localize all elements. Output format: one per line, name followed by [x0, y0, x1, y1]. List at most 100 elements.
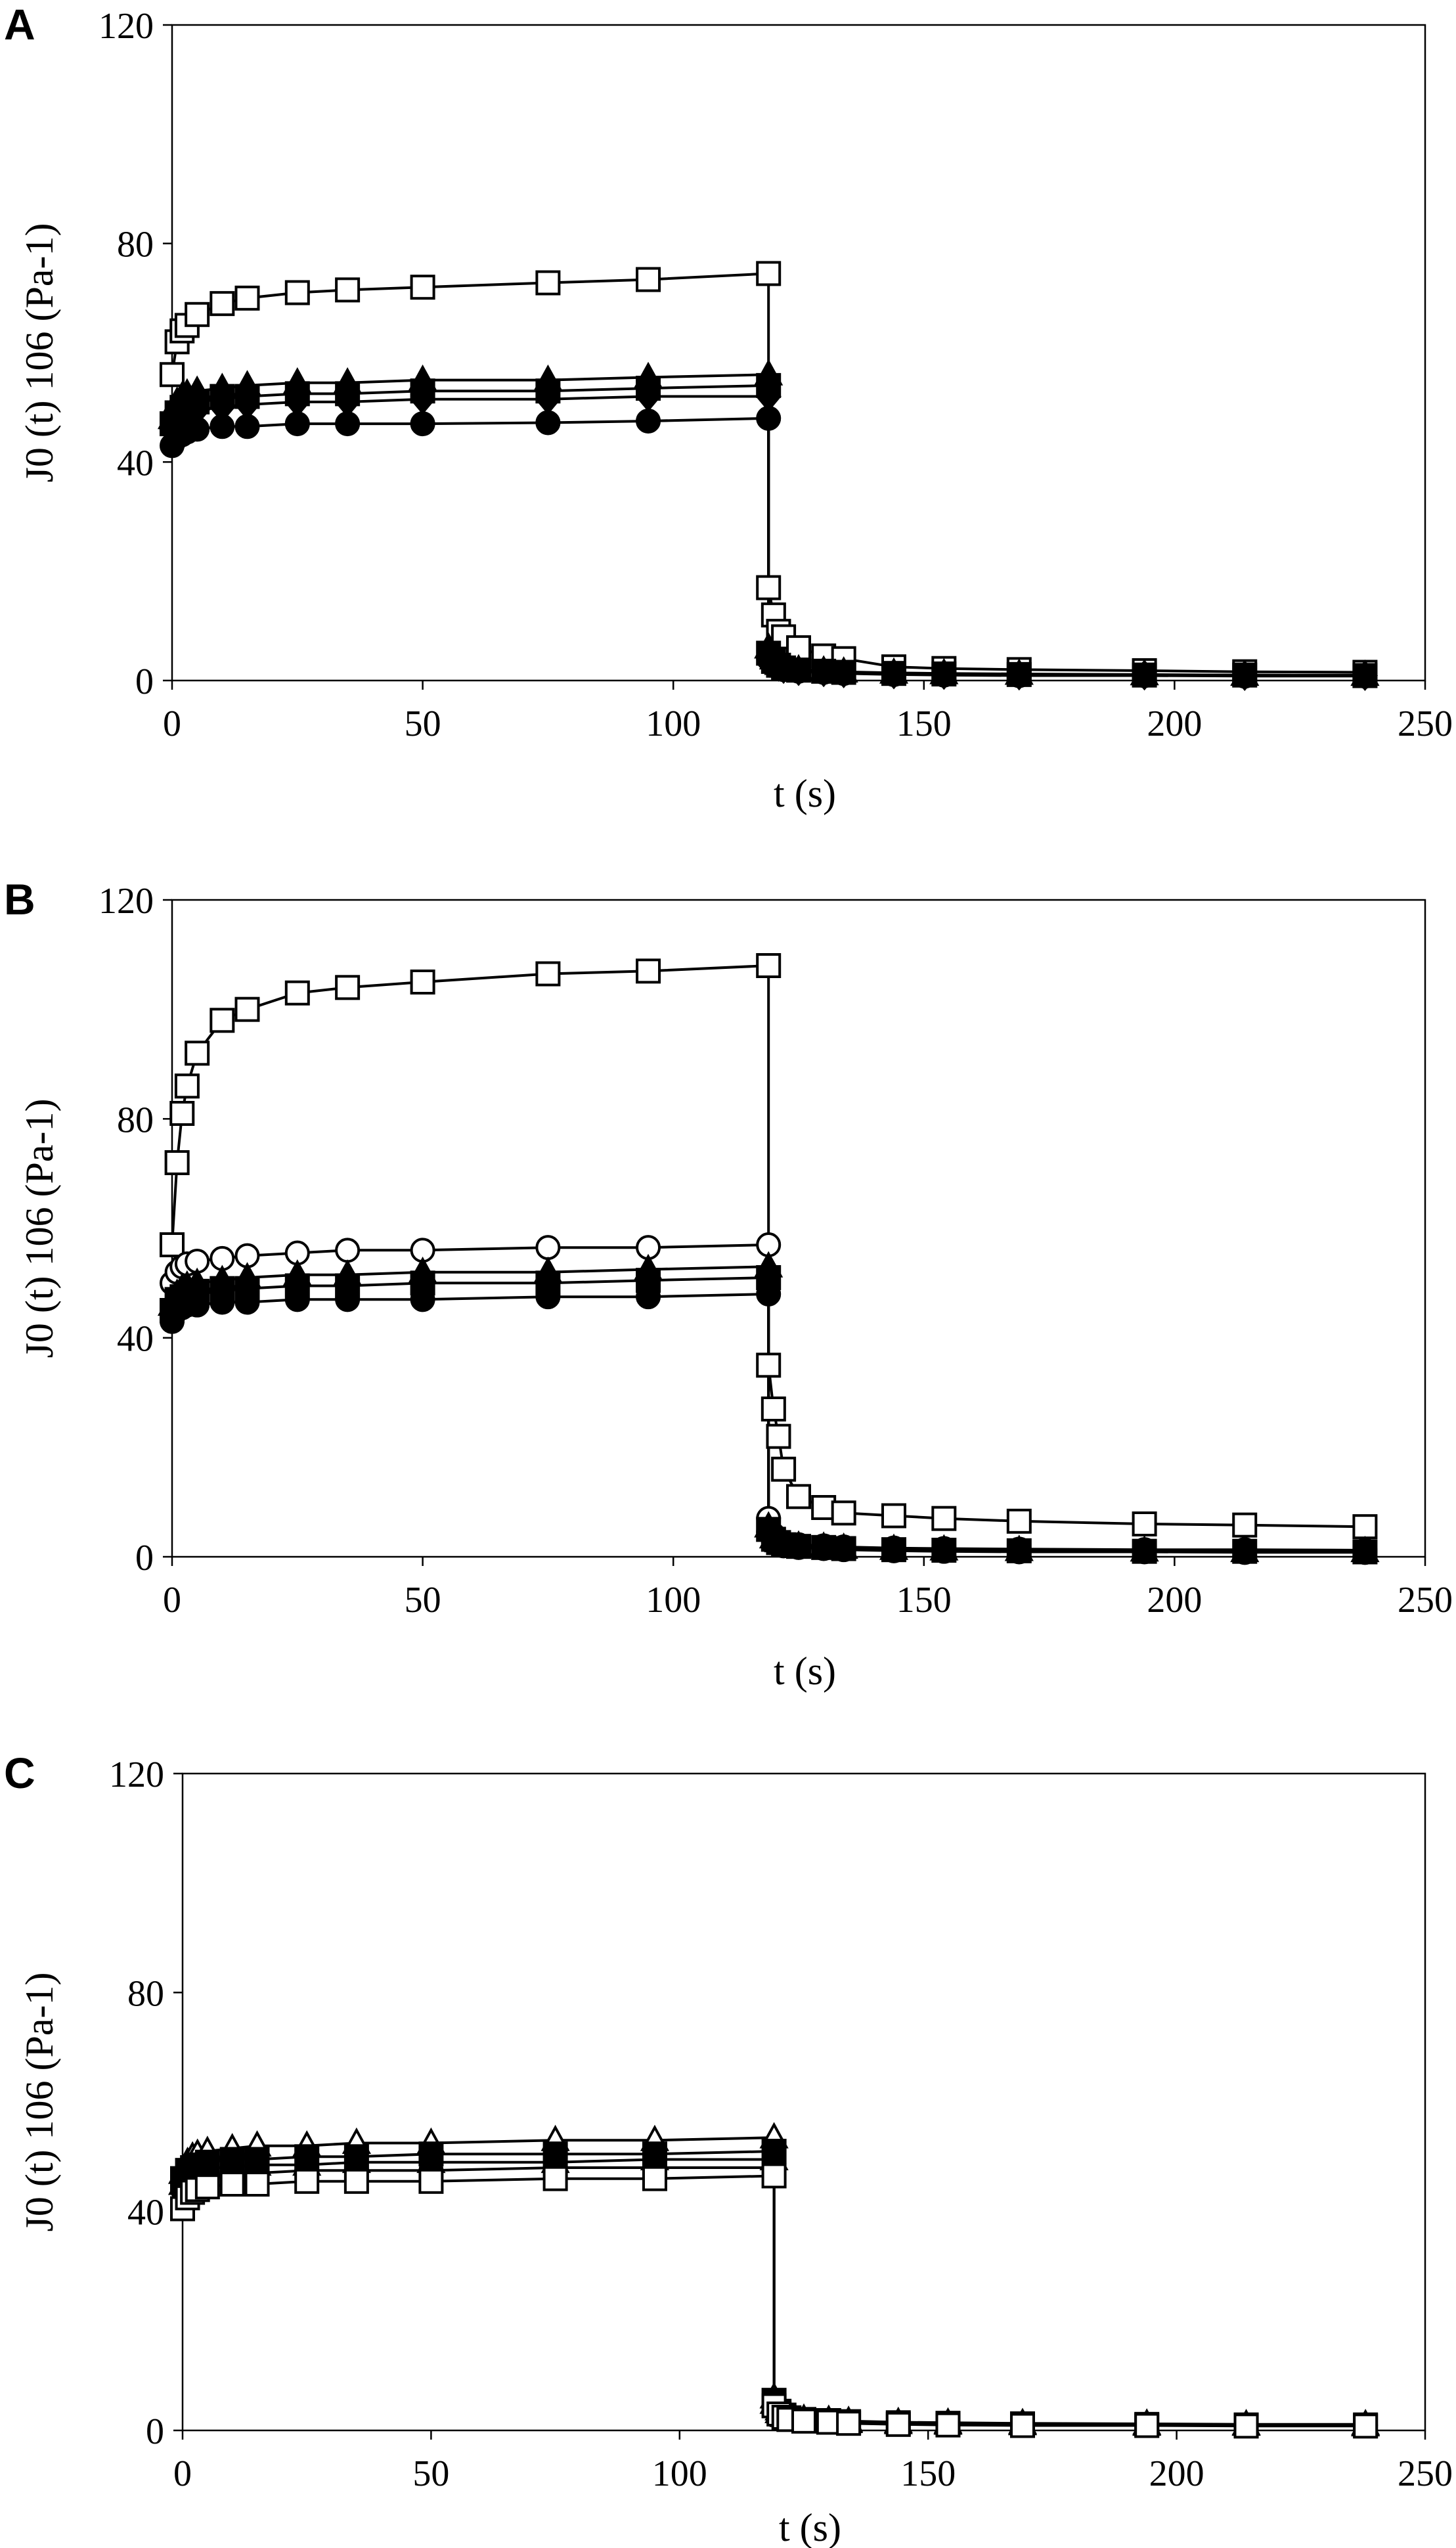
panel-b-series-1-point: [160, 1232, 185, 1257]
panel-b-x-tick-label: 50: [405, 1580, 441, 1620]
panel-c-x-tick-label: 0: [173, 2453, 192, 2494]
chart-panel-c: C 0 50 100 150 200 250 0 40 80 120 t (s) J0 (t) 106 …: [0, 1734, 1456, 2548]
panel-b-series-5-point: [535, 1284, 561, 1310]
panel-a-series-5-point: [410, 411, 435, 437]
panel-b-series-5-point: [881, 1538, 907, 1563]
chart-svg-a: A 0 50 100 150 200 250 0 40 80 120 t (s) J0 (t) 106 …: [4, 0, 1453, 815]
panel-c-x-axis-title: t (s): [779, 2506, 841, 2548]
panel-b-x-tick-label: 200: [1147, 1580, 1202, 1620]
panel-c-series-5-point: [885, 2411, 911, 2437]
panel-b-series-1-point: [174, 1073, 200, 1099]
panel-b-x-tick-label: 0: [163, 1580, 181, 1620]
panel-a-series-5-point: [335, 411, 361, 437]
panel-b-y-tick-label: 40: [117, 1319, 154, 1360]
panel-c-series-5-point: [219, 2172, 245, 2197]
panel-b-series-1-point: [1006, 1508, 1032, 1534]
panel-c-series-5-point: [935, 2412, 961, 2438]
panel-b-y-tick-label: 0: [135, 1538, 154, 1578]
panel-a-series-1-point: [335, 277, 361, 303]
panel-a-y-axis-title: J0 (t) 106 (Pa-1): [18, 223, 61, 483]
panel-c-series-5-point: [194, 2174, 220, 2200]
panel-c-series-5-point: [244, 2172, 270, 2197]
panel-c-x-tick-label: 150: [900, 2453, 956, 2494]
panel-c-series-5-point: [642, 2166, 667, 2191]
panel-b-series-5-point: [335, 1287, 361, 1312]
panel-b-series-5-point: [234, 1289, 260, 1315]
panel-b-series-1-point: [1352, 1514, 1378, 1540]
panel-a-x-tick-label: 250: [1398, 704, 1453, 744]
panel-a-x-tick-label: 50: [405, 704, 441, 744]
panel-b-y-tick-label: 120: [99, 881, 154, 922]
panel-a-series-5-point: [234, 414, 260, 439]
panel-c-series-5-point: [791, 2408, 816, 2434]
panel-a-series-5-point: [931, 662, 957, 688]
panel-a-series-1-point: [284, 280, 310, 305]
panel-a-series-5-markers: [160, 405, 1378, 689]
panel-a-series-1-point: [756, 261, 782, 286]
panel-a-plot-frame: [171, 24, 1426, 682]
panel-b-letter: B: [4, 875, 35, 924]
panel-b-series-1-point: [756, 1352, 782, 1378]
panel-c-series-5-point: [1009, 2413, 1035, 2438]
panel-b-series-1-point: [771, 1456, 797, 1482]
panel-a-series-5-point: [1006, 663, 1032, 688]
panel-a-series-5-point: [284, 411, 310, 437]
panel-a-series-1-point: [234, 285, 260, 311]
panel-a-letter: A: [4, 0, 35, 49]
panel-b-series-1-markers: [160, 953, 1378, 1540]
panel-b-series-1-point: [881, 1503, 907, 1529]
panel-a-y-tick-label: 80: [117, 225, 154, 265]
panel-b-series-5-markers: [160, 1282, 1378, 1565]
chart-panel-a: A 0 50 100 150 200 250 0 40 80 120 t (s) J0 (t) 106 …: [0, 0, 1456, 847]
panel-c-x-tick-label: 200: [1149, 2453, 1204, 2494]
panel-b-series-1-point: [831, 1500, 856, 1526]
panel-a-series-5-point: [831, 661, 856, 686]
panel-a-y-tick-label: 40: [117, 443, 154, 483]
panel-a-series-1-point: [160, 362, 185, 388]
panel-a-series-1-point: [636, 267, 661, 292]
panel-c-series-5-point: [542, 2166, 568, 2191]
panel-b-series-5-point: [636, 1284, 661, 1310]
panel-c-series-5-point: [1134, 2413, 1160, 2438]
panel-b-series-5-point: [410, 1287, 435, 1312]
panel-c-series-5-point: [1233, 2413, 1259, 2439]
panel-b-series-1-point: [535, 961, 561, 987]
panel-b-series-1-point: [636, 958, 661, 984]
panel-c-series-5-point: [761, 2163, 787, 2189]
panel-b-x-tick-label: 250: [1398, 1580, 1453, 1620]
panel-c-y-axis-title: J0 (t) 106 (Pa-1): [18, 1973, 61, 2232]
panel-c-y-tick-label: 80: [127, 1973, 164, 2014]
panel-b-x-tick-label: 100: [646, 1580, 701, 1620]
panel-b-series-1-point: [786, 1484, 811, 1509]
panel-b-x-tick-label: 150: [896, 1580, 952, 1620]
panel-b-series-1-point: [234, 996, 260, 1022]
panel-a-series-1-point: [185, 302, 210, 327]
panel-b-series-5-point: [1352, 1540, 1378, 1565]
panel-a-series-5-point: [1352, 663, 1378, 689]
panel-b-series-1-point: [1232, 1512, 1258, 1538]
chart-panel-b: B 0 50 100 150 200 250 0 40 80 120 t (s) J0 (t) 106 …: [0, 867, 1456, 1721]
panel-b-y-tick-label: 80: [117, 1100, 154, 1140]
panel-c-letter: C: [4, 1749, 35, 1797]
panel-c-y-tick-label: 120: [109, 1755, 164, 1795]
panel-a-series-5-point: [786, 658, 811, 684]
panel-a-series-5-point: [210, 414, 235, 439]
panel-b-series-5-point: [284, 1287, 310, 1312]
panel-a-series-1-point: [756, 575, 782, 600]
panel-a-x-tick-label: 150: [896, 704, 952, 744]
panel-c-series-5-point: [1353, 2413, 1379, 2439]
panel-b-series-1-point: [931, 1506, 957, 1531]
panel-b-series-1-point: [766, 1423, 791, 1449]
panel-b-series-5-point: [1132, 1539, 1157, 1565]
panel-c-x-tick-label: 50: [412, 2453, 449, 2494]
panel-b-y-axis-title: J0 (t) 106 (Pa-1): [18, 1099, 61, 1358]
panel-c-series-5-point: [294, 2168, 320, 2194]
panel-c-y-tick-label: 40: [127, 2193, 164, 2233]
panel-a-series-5-point: [756, 405, 782, 431]
panel-b-series-2-point: [535, 1235, 561, 1261]
panel-a-series-5-point: [636, 408, 661, 434]
panel-b-series-2-point: [335, 1238, 361, 1263]
panel-a-series-5-point: [881, 661, 907, 687]
panel-a-series-1-point: [410, 275, 435, 300]
panel-a-x-tick-label: 100: [646, 704, 701, 744]
